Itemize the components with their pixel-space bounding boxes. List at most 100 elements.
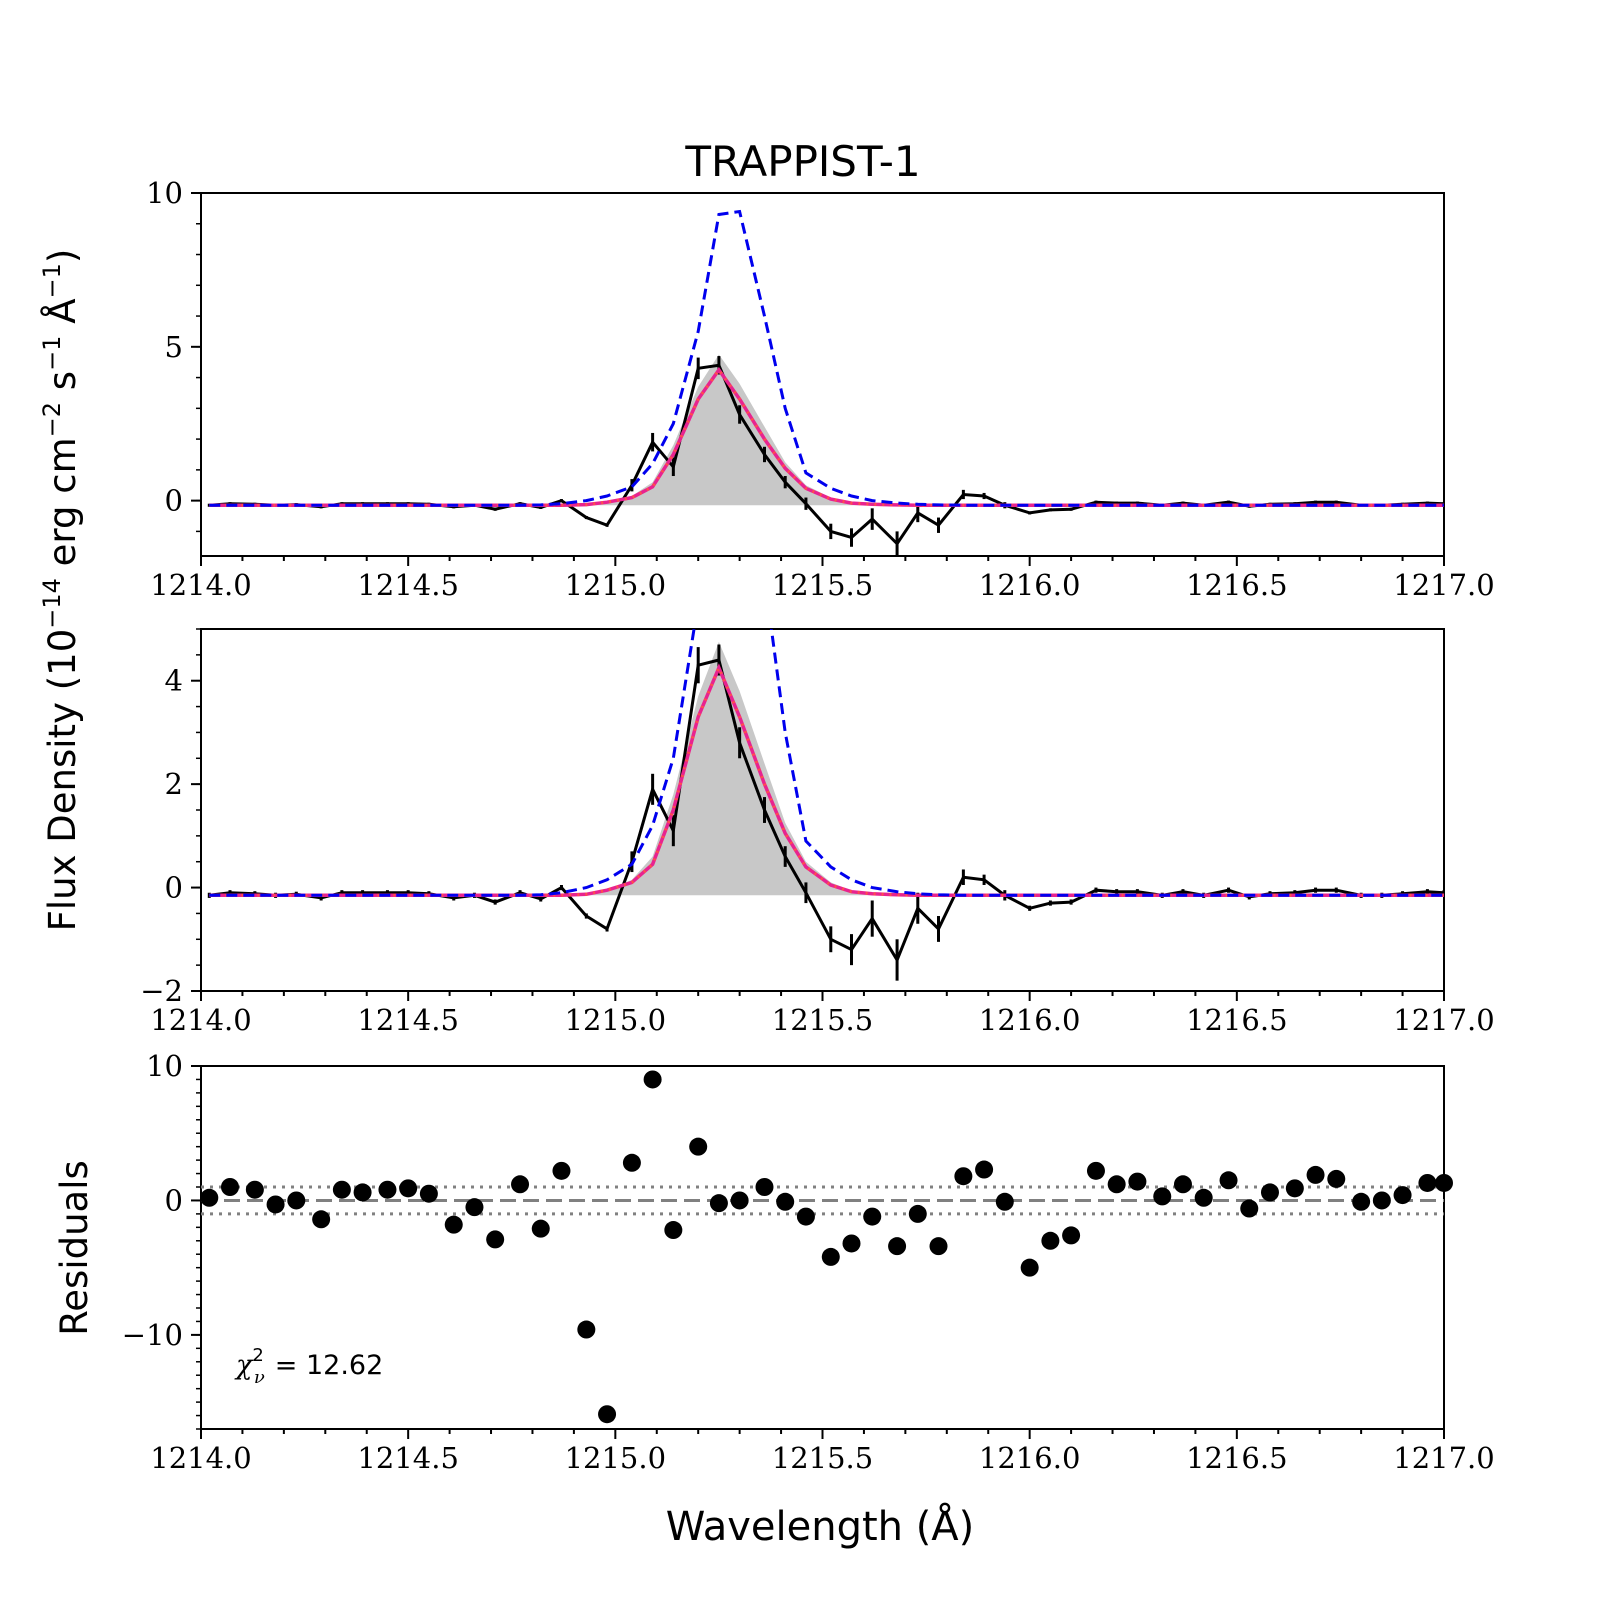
- residual-point: [643, 1070, 662, 1089]
- residual-point: [221, 1178, 240, 1196]
- x-tick-label: 1216.0: [979, 568, 1080, 602]
- residual-point: [1306, 1165, 1325, 1184]
- observed-spectrum-line: [209, 658, 1444, 964]
- y-tick-label: 10: [146, 176, 183, 210]
- residual-point: [511, 1175, 530, 1194]
- residual-point: [577, 1320, 596, 1339]
- x-tick-label: 1214.5: [357, 568, 458, 602]
- residual-point: [1062, 1226, 1081, 1245]
- residual-point: [1173, 1175, 1192, 1194]
- residual-point: [552, 1161, 571, 1180]
- x-tick-label: 1216.5: [1186, 1441, 1287, 1475]
- residual-point: [929, 1237, 948, 1256]
- residual-point: [312, 1210, 331, 1229]
- x-tick-label: 1217.0: [1393, 568, 1494, 602]
- residual-point: [954, 1167, 973, 1186]
- residual-point: [1372, 1191, 1391, 1210]
- x-tick-label: 1216.0: [979, 1003, 1080, 1037]
- x-tick-label: 1214.0: [150, 1003, 251, 1037]
- residual-point: [1327, 1169, 1346, 1188]
- panel-bottom-layer: [200, 1070, 1453, 1424]
- panel-bottom: 1214.0 1214.5 1215.0 1215.5 1216.0 1216.5 1217…: [122, 1049, 1495, 1475]
- panel-middle-ticks: 1214.0 1214.5 1215.0 1215.5 1216.0 1216.5 1217…: [140, 628, 1495, 1037]
- panel-top-ticks: 1214.0 1214.5 1215.0 1215.5 1216.0 1216.5 1217…: [146, 176, 1495, 602]
- residual-point: [266, 1195, 285, 1214]
- x-tick-label: 1217.0: [1393, 1441, 1494, 1475]
- y-tick-label: 5: [165, 330, 183, 364]
- residual-point: [419, 1184, 438, 1203]
- residual-point: [1418, 1173, 1437, 1192]
- y-tick-label: −2: [140, 974, 183, 1008]
- residual-point: [1260, 1183, 1279, 1202]
- y-tick-label: 2: [165, 767, 183, 801]
- residual-point: [486, 1230, 505, 1249]
- residual-point: [353, 1183, 372, 1202]
- mid-plot-area: [207, 629, 1444, 981]
- panel-bottom-frame: [200, 1065, 1445, 1430]
- residual-point: [1352, 1192, 1371, 1211]
- panel-middle-frame: [200, 628, 1445, 992]
- observed-spectrum-line: [209, 363, 1444, 547]
- chi2-annotation: χ2 ν = 12.62: [234, 1345, 383, 1388]
- residual-point: [908, 1204, 927, 1223]
- x-tick-label: 1214.5: [357, 1003, 458, 1037]
- residual-point: [842, 1234, 861, 1253]
- y-axis-label-residuals: Residuals: [53, 1160, 96, 1336]
- residual-point: [378, 1180, 397, 1199]
- y-tick-label: −10: [122, 1318, 183, 1352]
- panel-top: 1214.0 1214.5 1215.0 1215.5 1216.0 1216.5 1217…: [146, 176, 1495, 602]
- residual-point: [1153, 1187, 1172, 1206]
- x-tick-label: 1215.5: [772, 1441, 873, 1475]
- residual-point: [863, 1207, 882, 1226]
- x-tick-label: 1216.5: [1186, 1003, 1287, 1037]
- residual-point: [1219, 1171, 1238, 1190]
- chart-title: TRAPPIST-1: [684, 137, 920, 186]
- panel-middle: 1214.0 1214.5 1215.0 1215.5 1216.0 1216.5 1217…: [140, 628, 1495, 1037]
- residual-point: [598, 1405, 617, 1424]
- residual-point: [1393, 1186, 1412, 1205]
- residual-point: [689, 1137, 708, 1156]
- y-axis-label-flux: Flux Density (10−14 erg cm−2 s−1 Å−1): [38, 249, 84, 932]
- x-tick-label: 1216.0: [979, 1441, 1080, 1475]
- x-tick-label: 1214.0: [150, 1441, 251, 1475]
- x-tick-label: 1215.5: [772, 1003, 873, 1037]
- residual-point: [975, 1160, 994, 1179]
- residual-point: [1107, 1175, 1126, 1194]
- x-tick-label: 1215.0: [565, 568, 666, 602]
- top-plot-area: [207, 209, 1444, 556]
- residual-point: [1194, 1188, 1213, 1207]
- residual-point: [200, 1188, 219, 1207]
- residual-point: [664, 1221, 683, 1240]
- y-tick-label: 0: [165, 484, 183, 518]
- residual-point: [622, 1153, 641, 1172]
- model-fit-dotted: [209, 663, 1444, 897]
- y-tick-label: 0: [165, 1183, 183, 1217]
- y-tick-label: 10: [146, 1049, 183, 1083]
- residual-point: [1020, 1258, 1039, 1277]
- residual-point: [465, 1198, 484, 1217]
- residual-point: [399, 1179, 418, 1198]
- x-tick-label: 1215.5: [772, 568, 873, 602]
- residual-point: [1128, 1172, 1147, 1191]
- model-fit-line: [209, 663, 1444, 898]
- y-tick-label: 4: [165, 664, 183, 698]
- residual-point: [1041, 1231, 1060, 1250]
- residual-point: [730, 1191, 749, 1210]
- residual-point: [821, 1247, 840, 1266]
- intrinsic-profile-line: [209, 209, 1444, 507]
- panel-top-layer: [207, 209, 1444, 556]
- x-tick-label: 1214.0: [150, 568, 251, 602]
- residual-point: [444, 1215, 463, 1234]
- x-tick-label: 1214.5: [357, 1441, 458, 1475]
- residual-point: [531, 1219, 550, 1238]
- residual-point: [796, 1207, 815, 1226]
- residual-point: [888, 1237, 907, 1256]
- x-axis-label: Wavelength (Å): [666, 1502, 975, 1550]
- x-tick-label: 1217.0: [1393, 1003, 1494, 1037]
- model-uncertainty-band: [209, 641, 1444, 896]
- residual-point: [1435, 1173, 1453, 1192]
- residual-point: [755, 1178, 774, 1196]
- residual-point: [1086, 1161, 1105, 1180]
- residual-point: [245, 1180, 264, 1199]
- residual-point: [1285, 1179, 1304, 1198]
